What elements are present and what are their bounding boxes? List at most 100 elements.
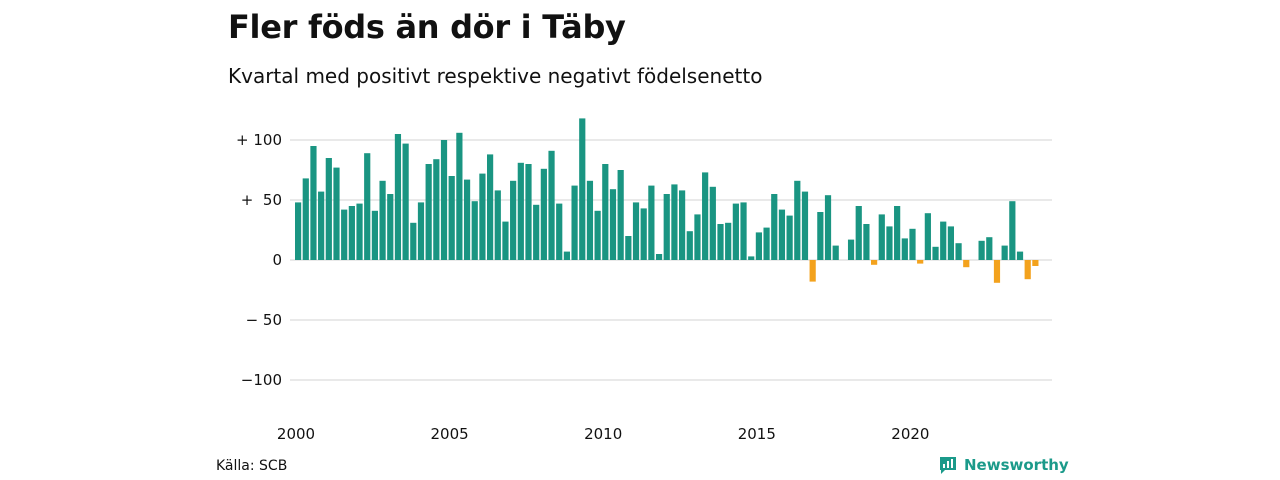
bar-2020-k1 [909,228,916,260]
bar-2018-k1 [847,239,855,260]
bar-2017-k2 [824,195,832,260]
bar-2001-k4 [348,206,355,260]
bar-2006-k4 [502,221,509,260]
bar-2013-k1 [694,214,701,260]
bar-2016-k1 [786,215,793,260]
bar-2013-k3 [709,186,716,260]
bar-2001-k2 [333,167,340,260]
y-axis-labels: + 100 + 50 0 − 50 −100 [236,131,282,389]
bar-2006-k1 [479,173,486,260]
x-tick-label: 2010 [584,425,622,443]
bar-2020-k4 [932,246,939,260]
bar-2000-k3 [310,146,317,260]
bar-2015-k2 [763,227,770,260]
bar-2017-k1 [817,212,824,260]
bar-2010-k4 [625,236,632,260]
bar-2016-k2 [794,180,801,260]
bar-2007-k4 [533,204,540,260]
bar-2022-k4 [993,260,1001,283]
bar-2013-k4 [717,224,724,260]
bar-2020-k2 [917,260,924,264]
bar-2017-k3 [832,245,839,260]
chart-subtitle: Kvartal med positivt respektive negativt… [228,64,763,88]
bar-2010-k3 [617,170,624,260]
bar-2012-k1 [663,194,670,260]
x-tick-label: 2020 [891,425,929,443]
bar-2009-k1 [571,185,578,260]
bar-2023-k3 [1016,251,1024,260]
bar-2003-k2 [394,134,402,260]
bar-chart: + 100 + 50 0 − 50 −100 2000 2005 2010 2015 2020 [236,118,1052,443]
newsworthy-icon [940,457,956,474]
bar-2008-k1 [540,168,547,260]
bar-2016-k4 [809,260,816,282]
bar-2012-k3 [679,190,686,260]
bar-2015-k4 [778,209,786,260]
bar-2014-k3 [740,202,747,260]
y-tick-label: − 50 [246,311,282,329]
bar-2004-k2 [425,164,432,260]
bar-2023-k1 [1001,245,1008,260]
bar-2004-k1 [417,202,425,260]
brand-name: Newsworthy [964,456,1069,474]
source-note: Källa: SCB [216,458,288,474]
bar-2021-k1 [940,221,947,260]
bar-2010-k2 [609,189,617,260]
bar-2023-k2 [1009,201,1016,260]
bar-2012-k4 [686,231,693,260]
bar-2000-k4 [318,191,325,260]
bar-2004-k3 [433,159,440,260]
bar-2003-k4 [410,222,417,260]
bar-2005-k3 [463,179,471,260]
bar-2016-k3 [801,191,809,260]
x-axis-labels: 2000 2005 2010 2015 2020 [277,425,930,443]
bar-2014-k1 [725,222,732,260]
chart-title: Fler föds än dör i Täby [228,8,626,46]
bar-2008-k2 [548,150,555,260]
bar-2014-k4 [748,256,755,260]
x-tick-label: 2015 [738,425,776,443]
bar-2012-k2 [671,184,678,260]
x-tick-label: 2000 [277,425,315,443]
bar-2008-k3 [556,203,563,260]
bar-2011-k4 [655,254,663,260]
bar-2004-k4 [440,140,448,260]
bar-2022-k2 [978,240,985,260]
bar-2000-k1 [295,202,302,260]
bar-2024-k1 [1032,260,1039,266]
bar-2018-k4 [871,260,878,265]
bar-2021-k4 [963,260,970,268]
y-tick-label: + 100 [236,131,282,149]
bar-2021-k2 [947,226,954,260]
bar-2013-k2 [702,172,709,260]
bar-2019-k2 [886,226,893,260]
bar-2001-k1 [325,158,332,260]
bar-2020-k3 [924,213,931,260]
bars [295,118,1039,283]
bar-2023-k4 [1024,260,1031,280]
bar-2005-k1 [448,176,455,260]
bar-2000-k2 [302,178,309,260]
bar-2007-k1 [510,180,517,260]
bar-2009-k3 [586,180,594,260]
bar-2011-k3 [648,185,655,260]
bar-2010-k1 [602,164,609,260]
bar-2003-k3 [402,143,409,260]
bar-2006-k3 [494,190,501,260]
bar-2011-k2 [640,208,647,260]
bar-2018-k3 [863,224,870,260]
bar-2015-k1 [755,232,762,260]
bar-2021-k3 [955,243,962,260]
bar-2008-k4 [563,251,570,260]
bar-2002-k1 [356,203,363,260]
bar-2009-k4 [594,210,601,260]
newsworthy-logo[interactable]: Newsworthy [938,455,1069,475]
bar-2019-k3 [894,206,901,260]
x-tick-label: 2005 [431,425,469,443]
bar-2002-k4 [379,180,386,260]
bar-2014-k2 [732,203,739,260]
bar-2007-k2 [517,162,524,260]
bar-2019-k1 [878,214,885,260]
y-tick-label: −100 [241,371,282,389]
bar-2002-k2 [364,153,371,260]
